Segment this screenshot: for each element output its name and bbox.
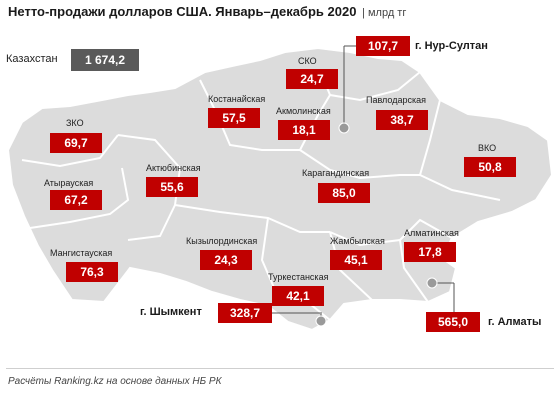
chart-title: Нетто-продажи долларов США. Январь–декаб…: [8, 4, 406, 19]
region-value-akmola: 18,1: [278, 120, 330, 140]
total-label: Казахстан: [6, 53, 58, 65]
city-value-shymkent: 328,7: [218, 303, 272, 323]
region-label-turkestan: Туркестанская: [268, 272, 329, 282]
total-value-box: 1 674,2: [71, 49, 139, 71]
region-value-vko: 50,8: [464, 157, 516, 177]
region-value-aktobe: 55,6: [146, 177, 198, 197]
region-value-sko: 24,7: [286, 69, 338, 89]
region-value-turkestan: 42,1: [272, 286, 324, 306]
region-label-akmola: Акмолинская: [276, 106, 331, 116]
region-value-pavlodar: 38,7: [376, 110, 428, 130]
region-value-kostanay: 57,5: [208, 108, 260, 128]
region-value-almaty-region: 17,8: [404, 242, 456, 262]
nursultan-marker: [338, 122, 350, 134]
region-label-almaty-region: Алматинская: [404, 228, 459, 238]
region-value-atyrau: 67,2: [50, 190, 102, 210]
source-note: Расчёты Ranking.kz на основе данных НБ Р…: [8, 376, 222, 387]
region-value-zhambyl: 45,1: [330, 250, 382, 270]
shymkent-marker: [315, 315, 327, 327]
region-label-kyzylorda: Кызылординская: [186, 236, 258, 246]
footer-divider: [6, 368, 554, 369]
city-label-nursultan: г. Нур-Султан: [415, 40, 488, 52]
region-label-karaganda: Карагандинская: [302, 168, 370, 178]
unit-text: | млрд тг: [362, 7, 407, 19]
leader-lines: [272, 45, 455, 320]
region-label-kostanay: Костанайская: [208, 94, 266, 104]
region-label-sko: СКО: [298, 56, 317, 66]
region-label-atyrau: Атырауская: [44, 178, 94, 188]
region-value-zko: 69,7: [50, 133, 102, 153]
region-label-aktobe: Актюбинская: [146, 163, 201, 173]
city-label-shymkent: г. Шымкент: [140, 306, 202, 318]
title-text: Нетто-продажи долларов США. Январь–декаб…: [8, 4, 357, 19]
region-label-mangystau: Мангистауская: [50, 248, 113, 258]
city-label-almaty: г. Алматы: [488, 316, 542, 328]
almaty-marker: [426, 277, 438, 289]
region-label-zhambyl: Жамбылская: [330, 236, 385, 246]
city-value-almaty: 565,0: [426, 312, 480, 332]
region-value-kyzylorda: 24,3: [200, 250, 252, 270]
city-value-nursultan: 107,7: [356, 36, 410, 56]
region-label-zko: ЗКО: [66, 118, 84, 128]
region-label-vko: ВКО: [478, 143, 497, 153]
region-label-pavlodar: Павлодарская: [366, 95, 426, 105]
region-value-karaganda: 85,0: [318, 183, 370, 203]
region-value-mangystau: 76,3: [66, 262, 118, 282]
